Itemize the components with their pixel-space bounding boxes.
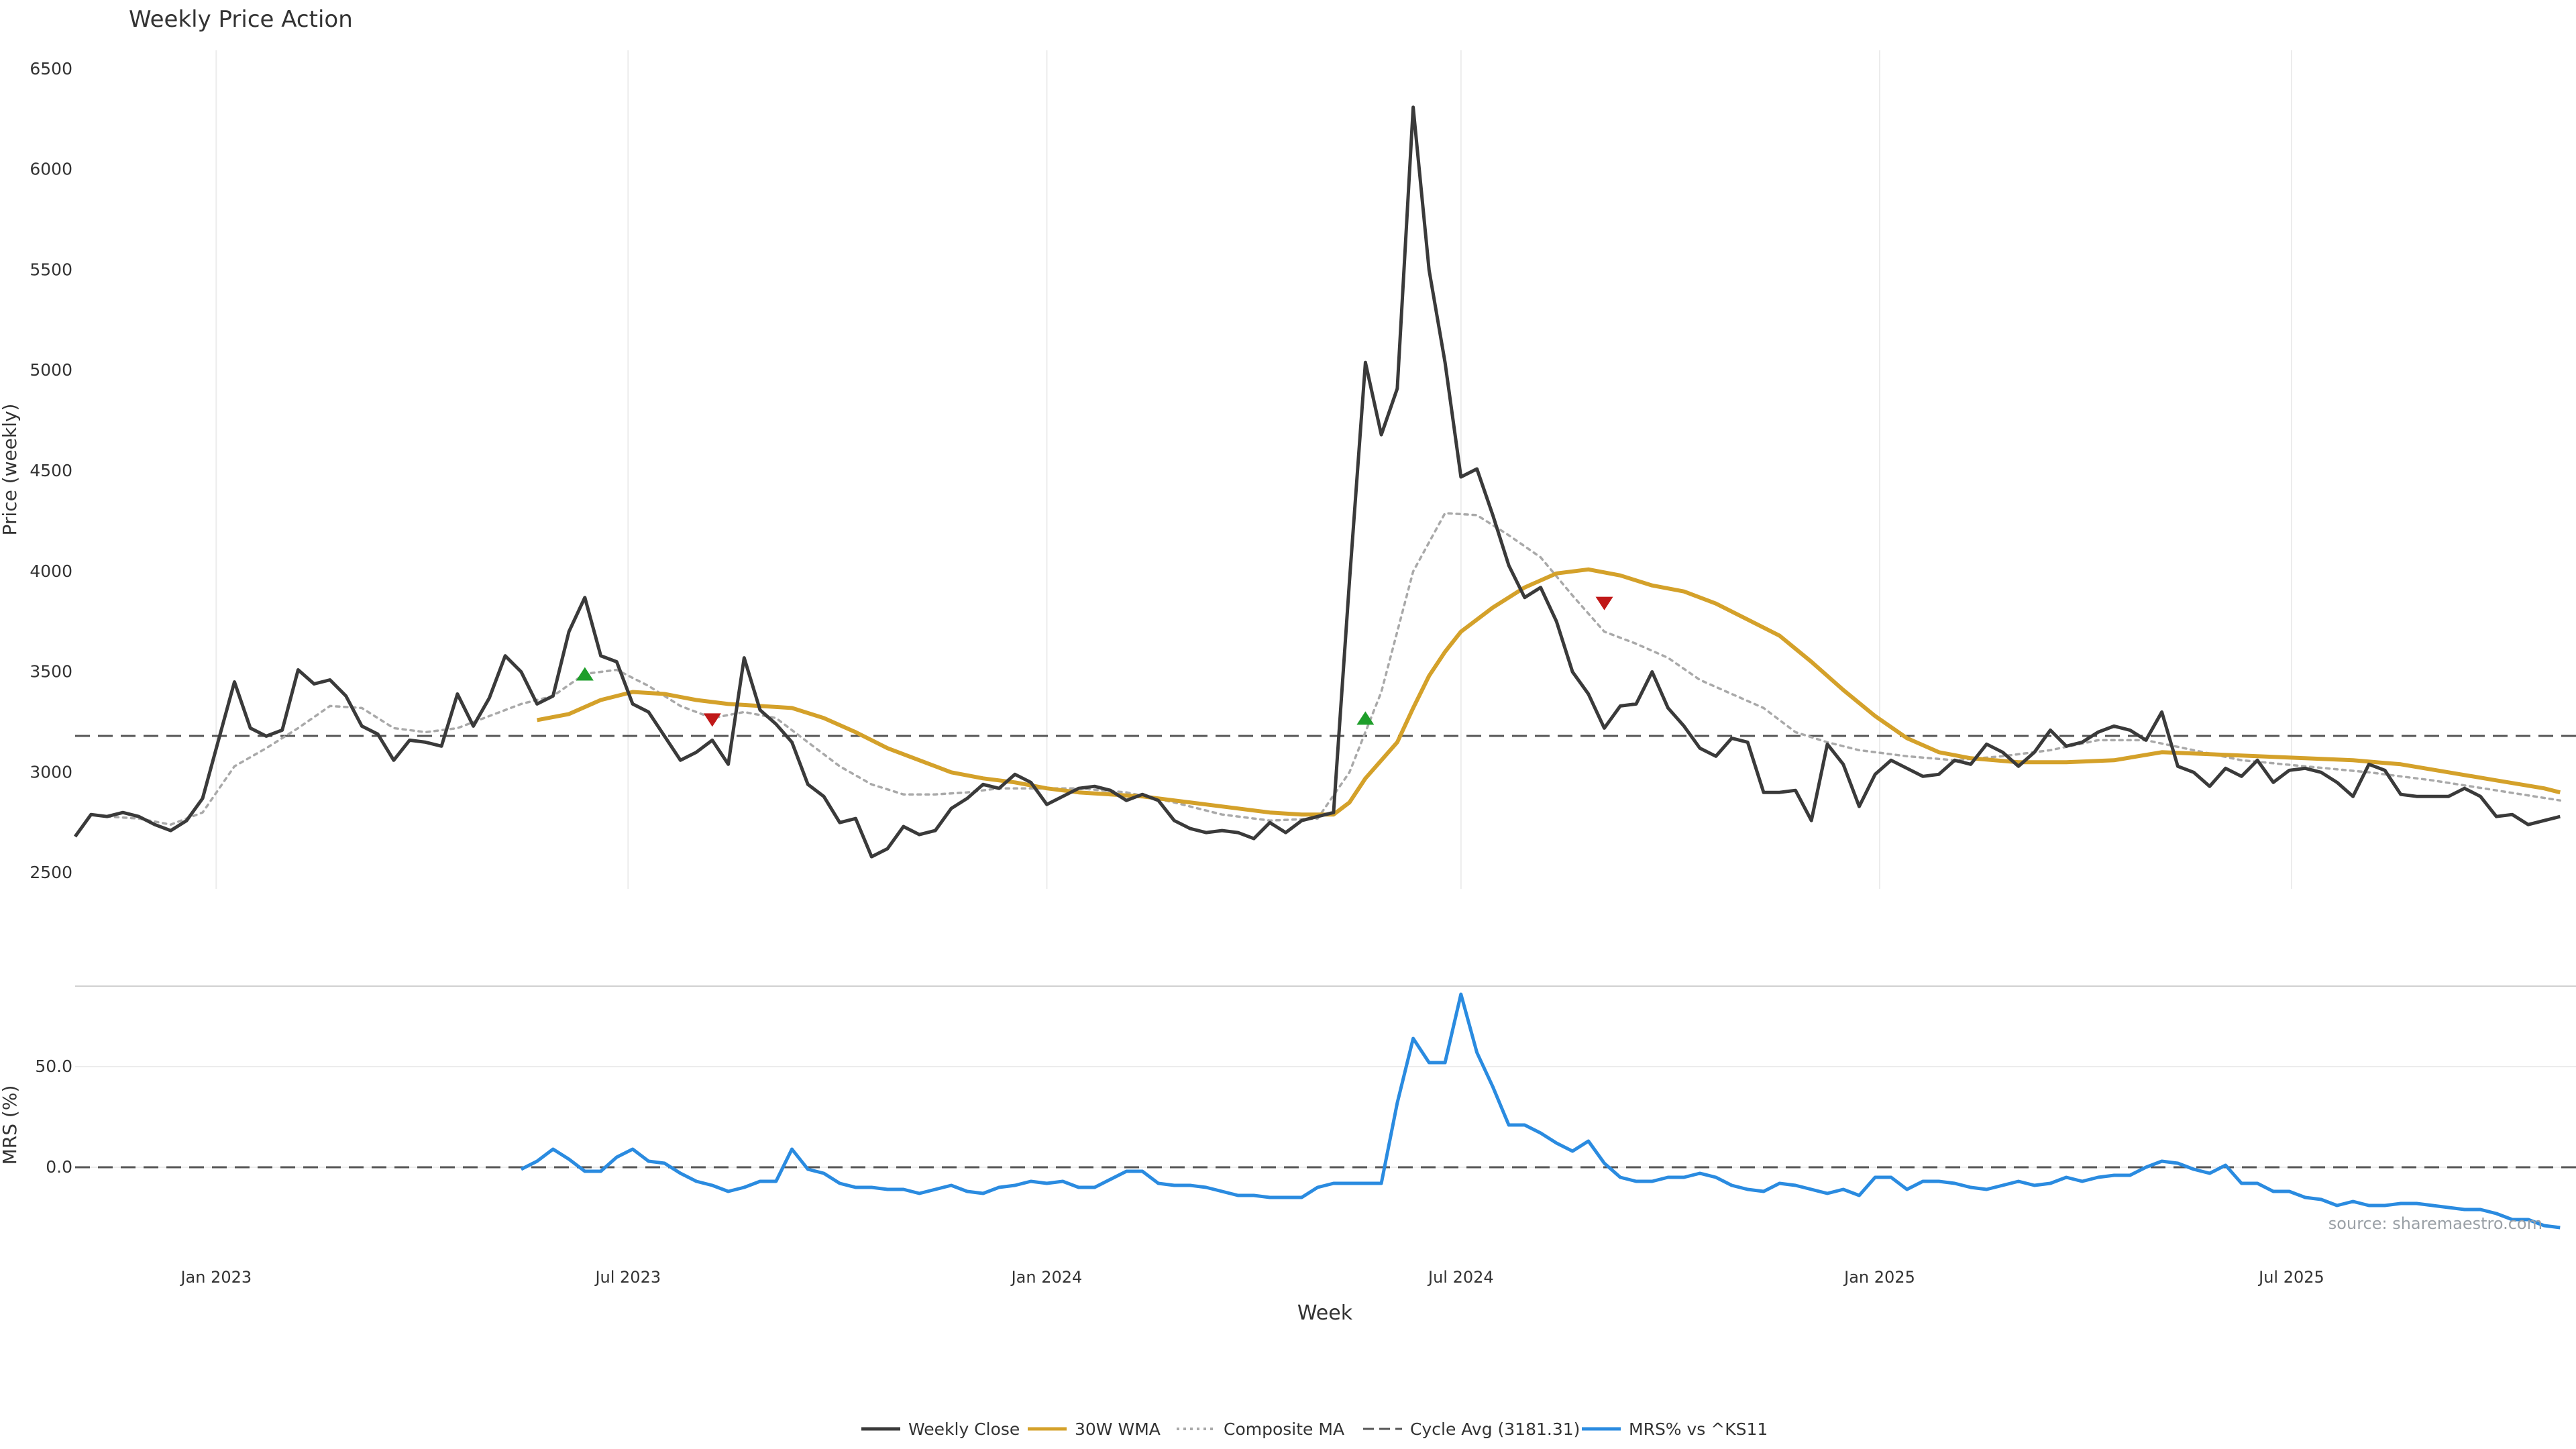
signal-markers xyxy=(576,596,1613,727)
price-y-tick-label: 3500 xyxy=(30,662,72,682)
price-y-tick-label: 5000 xyxy=(30,360,72,380)
x-axis-label: Week xyxy=(1297,1301,1353,1325)
buy-signal-marker xyxy=(576,667,594,681)
chart-title: Weekly Price Action xyxy=(129,6,353,33)
weekly-close-line xyxy=(73,105,2561,859)
legend: Weekly Close 30W WMA Composite MA Cycle Avg… xyxy=(861,1419,1768,1439)
sell-signal-marker xyxy=(703,713,721,727)
mrs-line xyxy=(520,992,2561,1230)
price-y-tick-label: 4500 xyxy=(30,461,72,480)
x-tick-label: Jan 2024 xyxy=(1010,1268,1083,1287)
x-tick-label: Jan 2025 xyxy=(1843,1268,1915,1287)
legend-label: Composite MA xyxy=(1224,1419,1344,1439)
x-tick-label: Jul 2025 xyxy=(2257,1268,2324,1287)
legend-item: Cycle Avg (3181.31) xyxy=(1363,1419,1580,1439)
price-y-tick-label: 6000 xyxy=(30,160,72,179)
mrs-series-group xyxy=(75,992,2576,1230)
source-note: source: sharemaestro.com xyxy=(2328,1214,2542,1233)
price-y-tick-labels: 2500 3000 3500 4000 4500 5000 5500 6000 6500 xyxy=(30,59,72,882)
x-tick-labels: Jan 2023 Jul 2023 Jan 2024 Jul 2024 Jan 2025… xyxy=(179,1268,2324,1287)
legend-item: MRS% vs ^KS11 xyxy=(1582,1419,1768,1439)
mrs-y-tick-label: 0.0 xyxy=(46,1157,72,1177)
buy-signal-marker xyxy=(1356,711,1375,725)
price-y-tick-label: 6500 xyxy=(30,59,72,78)
price-y-tick-label: 2500 xyxy=(30,863,72,882)
x-tick-label: Jul 2024 xyxy=(1427,1268,1494,1287)
legend-label: 30W WMA xyxy=(1075,1419,1161,1439)
price-axis-label: Price (weekly) xyxy=(0,404,21,536)
sell-signal-marker xyxy=(1595,596,1613,610)
legend-label: MRS% vs ^KS11 xyxy=(1629,1419,1768,1439)
price-y-tick-label: 5500 xyxy=(30,260,72,279)
composite-ma-line xyxy=(105,512,2562,826)
price-y-tick-label: 4000 xyxy=(30,561,72,581)
x-tick-label: Jan 2023 xyxy=(179,1268,252,1287)
legend-label: Weekly Close xyxy=(908,1419,1020,1439)
mrs-axis-label: MRS (%) xyxy=(0,1085,21,1165)
legend-label: Cycle Avg (3181.31) xyxy=(1410,1419,1580,1439)
legend-item: 30W WMA xyxy=(1028,1419,1161,1439)
legend-item: Weekly Close xyxy=(861,1419,1020,1439)
price-series-group xyxy=(73,105,2576,859)
wma30-line xyxy=(537,567,2561,817)
mrs-y-tick-labels: 0.0 50.0 xyxy=(35,1057,72,1177)
mrs-y-tick-label: 50.0 xyxy=(35,1057,72,1076)
price-y-tick-label: 3000 xyxy=(30,762,72,782)
x-tick-label: Jul 2023 xyxy=(594,1268,661,1287)
legend-item: Composite MA xyxy=(1177,1419,1344,1439)
